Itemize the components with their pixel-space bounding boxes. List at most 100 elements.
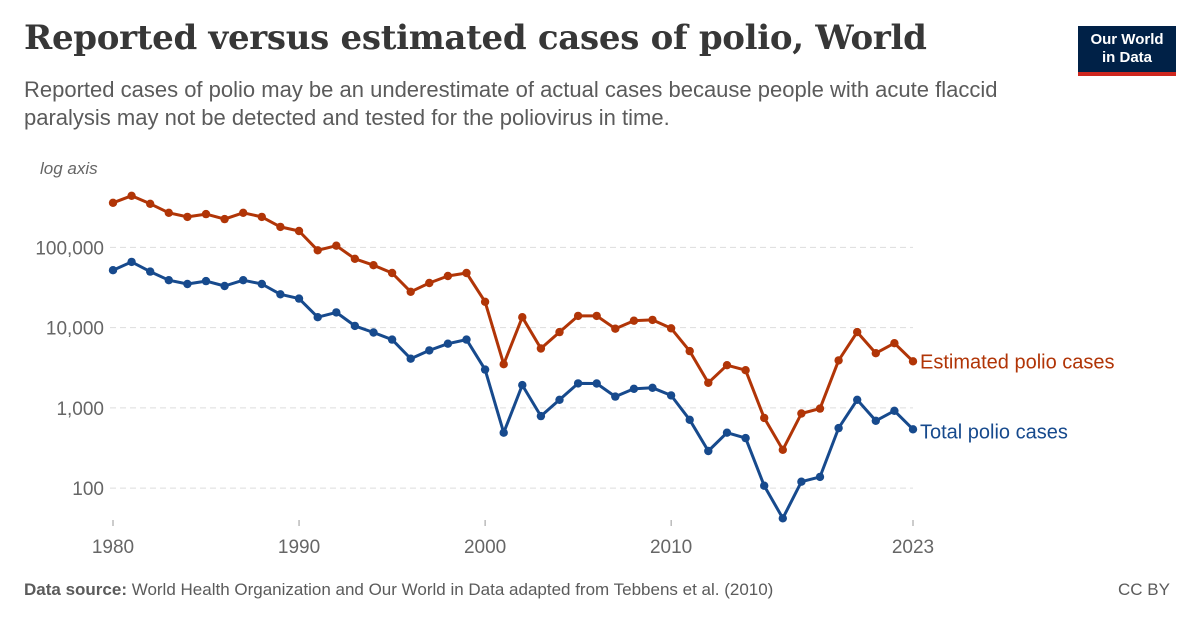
estimated-polio-cases-point[interactable] (853, 327, 862, 337)
total-polio-cases-point[interactable] (164, 276, 173, 285)
data-source-text: World Health Organization and Our World … (126, 580, 774, 599)
estimated-polio-cases-point[interactable] (350, 254, 360, 263)
total-polio-cases-point[interactable] (220, 281, 229, 291)
estimated-polio-cases-point[interactable] (629, 316, 639, 325)
total-polio-cases-point[interactable] (406, 354, 415, 363)
total-polio-cases-point[interactable] (666, 391, 676, 400)
estimated-polio-cases-point[interactable] (239, 208, 248, 217)
total-polio-cases-point[interactable] (536, 411, 546, 421)
total-polio-cases-point[interactable] (127, 257, 136, 267)
series-labels: Estimated polio cases Total polio cases (920, 351, 1115, 443)
total-polio-cases-point[interactable] (629, 384, 639, 393)
total-polio-cases-point[interactable] (108, 266, 118, 275)
estimated-polio-cases-point[interactable] (425, 278, 434, 288)
total-polio-cases-point[interactable] (387, 335, 397, 344)
estimated-polio-cases-point[interactable] (518, 313, 527, 322)
estimated-polio-cases-point[interactable] (778, 445, 787, 454)
total-polio-cases-point[interactable] (815, 472, 825, 482)
estimated-polio-cases-point[interactable] (499, 360, 508, 369)
total-polio-cases-point[interactable] (294, 294, 304, 303)
estimated-polio-cases-point[interactable] (536, 344, 546, 353)
estimated-polio-cases-point[interactable] (834, 356, 843, 365)
estimated-polio-cases-point[interactable] (313, 246, 322, 255)
estimated-polio-cases-point[interactable] (760, 413, 769, 423)
logo-line-2: in Data (1101, 49, 1152, 66)
total-polio-cases-point[interactable] (369, 328, 378, 337)
total-polio-cases-point[interactable] (778, 514, 787, 523)
estimated-polio-cases-point[interactable] (443, 271, 453, 281)
total-polio-cases-point[interactable] (611, 392, 620, 401)
estimated-polio-cases-point[interactable] (741, 366, 750, 375)
total-polio-cases-point[interactable] (443, 339, 453, 348)
total-polio-cases-point[interactable] (648, 383, 657, 392)
estimated-polio-cases-point[interactable] (406, 287, 415, 296)
chart-subtitle: Reported cases of polio may be an undere… (24, 77, 998, 130)
estimated-polio-cases-point[interactable] (685, 346, 694, 356)
estimated-polio-cases-point[interactable] (108, 198, 118, 207)
logo-line-1: Our World (1090, 31, 1164, 48)
estimated-polio-cases-point[interactable] (573, 311, 583, 321)
estimated-polio-cases-label[interactable]: Estimated polio cases (920, 351, 1115, 373)
estimated-polio-cases-point[interactable] (908, 357, 918, 366)
estimated-polio-cases-point[interactable] (164, 208, 173, 217)
total-polio-cases-point[interactable] (257, 279, 266, 289)
estimated-polio-cases-point[interactable] (294, 226, 304, 236)
total-polio-cases-point[interactable] (276, 290, 285, 299)
estimated-polio-cases-point[interactable] (276, 222, 285, 232)
estimated-polio-cases-point[interactable] (890, 339, 899, 348)
estimated-polio-cases-point[interactable] (146, 199, 155, 208)
total-polio-cases-point[interactable] (853, 395, 862, 404)
total-polio-cases-point[interactable] (313, 313, 322, 322)
estimated-polio-cases-point[interactable] (722, 361, 732, 370)
estimated-polio-cases-point[interactable] (332, 241, 341, 250)
estimated-polio-cases-point[interactable] (871, 349, 880, 358)
total-polio-cases-point[interactable] (573, 379, 583, 388)
estimated-polio-cases-point[interactable] (183, 212, 192, 222)
total-polio-cases-point[interactable] (332, 308, 341, 317)
estimated-polio-cases-point[interactable] (704, 378, 713, 387)
y-tick-label: 100,000 (35, 238, 104, 259)
total-polio-cases-point[interactable] (350, 321, 360, 331)
total-polio-cases-point[interactable] (146, 267, 155, 276)
total-polio-cases-point[interactable] (201, 276, 211, 286)
total-polio-cases-point[interactable] (183, 279, 192, 289)
total-polio-cases-point[interactable] (480, 365, 490, 374)
estimated-polio-cases-point[interactable] (127, 191, 136, 200)
total-polio-cases-point[interactable] (704, 446, 713, 456)
estimated-polio-cases-point[interactable] (815, 404, 825, 413)
total-polio-cases-point[interactable] (518, 380, 527, 390)
total-polio-cases-point[interactable] (592, 379, 601, 388)
total-polio-cases-point[interactable] (834, 423, 843, 433)
total-polio-cases-point[interactable] (797, 477, 806, 486)
estimated-polio-cases-point[interactable] (797, 409, 806, 418)
total-polio-cases-point[interactable] (741, 433, 750, 443)
estimated-polio-cases-point[interactable] (648, 315, 657, 325)
total-polio-cases-point[interactable] (871, 416, 880, 425)
total-polio-cases-point[interactable] (890, 406, 899, 415)
total-polio-cases-point[interactable] (499, 428, 508, 437)
estimated-polio-cases-point[interactable] (387, 268, 397, 278)
grid-lines: 100 1,000 10,000 100,000 (35, 238, 913, 500)
estimated-polio-cases-point[interactable] (592, 311, 601, 321)
total-polio-cases-point[interactable] (425, 346, 434, 355)
total-polio-cases-point[interactable] (722, 428, 732, 437)
estimated-polio-cases-point[interactable] (480, 297, 490, 306)
estimated-polio-cases-point[interactable] (462, 268, 471, 278)
estimated-polio-cases-point[interactable] (555, 327, 564, 337)
license-link[interactable]: CC BY (1118, 580, 1170, 599)
total-polio-cases-point[interactable] (555, 395, 564, 404)
total-polio-cases-point[interactable] (685, 415, 694, 424)
total-polio-cases-point[interactable] (760, 481, 769, 490)
total-polio-cases-point[interactable] (462, 335, 471, 344)
estimated-polio-cases-point[interactable] (611, 324, 620, 333)
estimated-polio-cases-point[interactable] (369, 261, 378, 270)
estimated-polio-cases-point[interactable] (666, 324, 676, 333)
estimated-polio-cases-point[interactable] (220, 214, 229, 224)
total-polio-cases-line[interactable] (111, 260, 915, 520)
estimated-polio-cases-point[interactable] (201, 209, 211, 219)
total-polio-cases-label[interactable]: Total polio cases (920, 421, 1068, 443)
total-polio-cases-point[interactable] (908, 425, 918, 434)
total-polio-cases-point[interactable] (239, 276, 248, 285)
estimated-polio-cases-point[interactable] (257, 212, 266, 222)
owid-logo[interactable]: Our World in Data (1078, 26, 1176, 76)
